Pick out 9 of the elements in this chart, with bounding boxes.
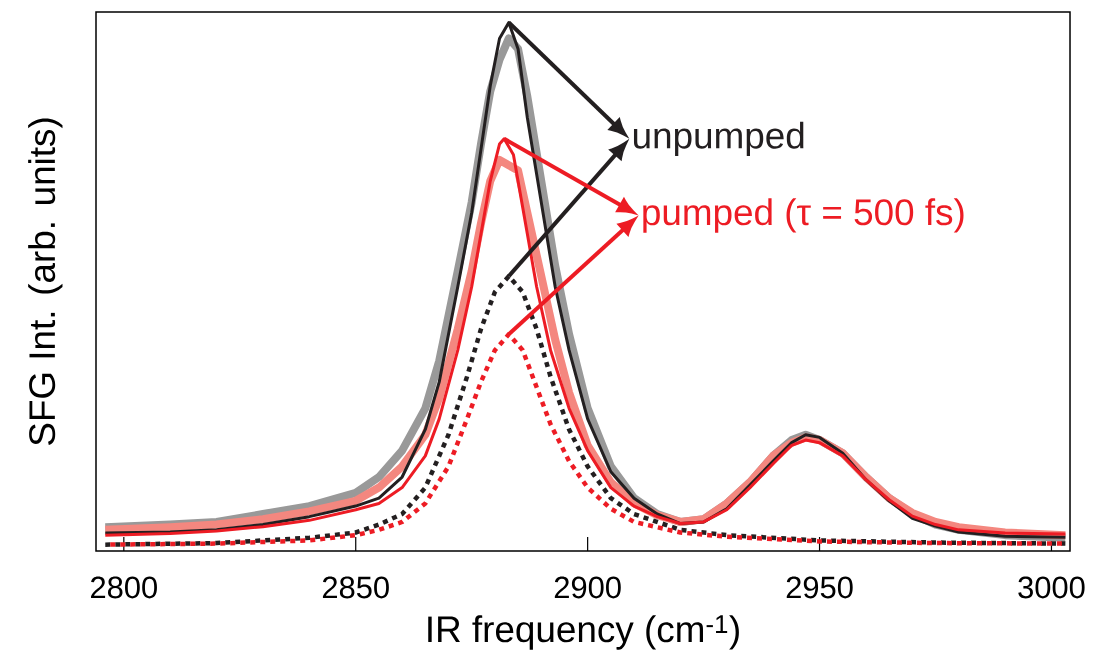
x-tick-label: 2800 xyxy=(91,576,157,599)
x-tick-label: 2850 xyxy=(322,576,389,599)
legend-label: unpumped xyxy=(633,121,804,156)
x-axis-title: IR frequency (cm$^{-1}$) xyxy=(428,615,739,650)
y-axis-title: SFG Int. (arb. units) xyxy=(28,118,63,446)
legend-label: pumped (τ = 500 fs) xyxy=(643,198,964,233)
x-tick-label: 3000 xyxy=(1018,576,1085,599)
x-tick-label: 2950 xyxy=(786,576,853,599)
x-tick-label: 2900 xyxy=(554,576,621,599)
